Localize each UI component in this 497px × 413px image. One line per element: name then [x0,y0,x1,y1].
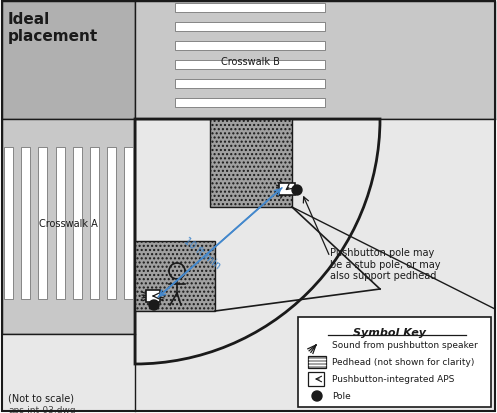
Text: Symbol Key: Symbol Key [353,327,426,337]
Bar [21,147,30,299]
Bar [175,98,325,107]
Bar [135,242,215,311]
Bar [135,2,495,120]
Text: (Not to scale): (Not to scale) [8,393,74,403]
Text: 10 ft min: 10 ft min [181,235,222,271]
Bar [135,120,495,411]
Text: Pedhead (not shown for clarity): Pedhead (not shown for clarity) [332,358,474,367]
Bar [2,2,135,120]
Bar [4,147,13,299]
Text: Pole: Pole [332,392,351,401]
Text: Crosswalk B: Crosswalk B [221,57,279,67]
Bar [107,147,116,299]
Bar [308,356,326,368]
Bar [2,120,135,334]
Bar [279,183,295,195]
Bar [2,334,135,411]
Text: Ideal
placement: Ideal placement [8,12,98,44]
Text: aps-int-03.dwg: aps-int-03.dwg [8,405,76,413]
Bar [175,42,325,51]
Bar [298,317,491,407]
Text: Sound from pushbutton speaker: Sound from pushbutton speaker [332,341,478,350]
Bar [124,147,133,299]
Bar [56,147,65,299]
Circle shape [149,300,159,310]
Text: Crosswalk A: Crosswalk A [39,218,97,228]
Wedge shape [135,120,380,364]
Bar [90,147,99,299]
Text: Pushbutton-integrated APS: Pushbutton-integrated APS [332,375,454,384]
Bar [73,147,82,299]
Bar [175,79,325,88]
Bar [146,290,160,302]
Text: Pushbutton pole may
be a stub pole, or may
also support pedhead: Pushbutton pole may be a stub pole, or m… [330,247,440,280]
Bar [38,147,47,299]
Circle shape [312,391,322,401]
Bar [175,4,325,13]
Bar [308,372,324,386]
Circle shape [292,185,302,195]
Bar [210,120,292,207]
Bar [175,61,325,70]
Bar [175,23,325,32]
